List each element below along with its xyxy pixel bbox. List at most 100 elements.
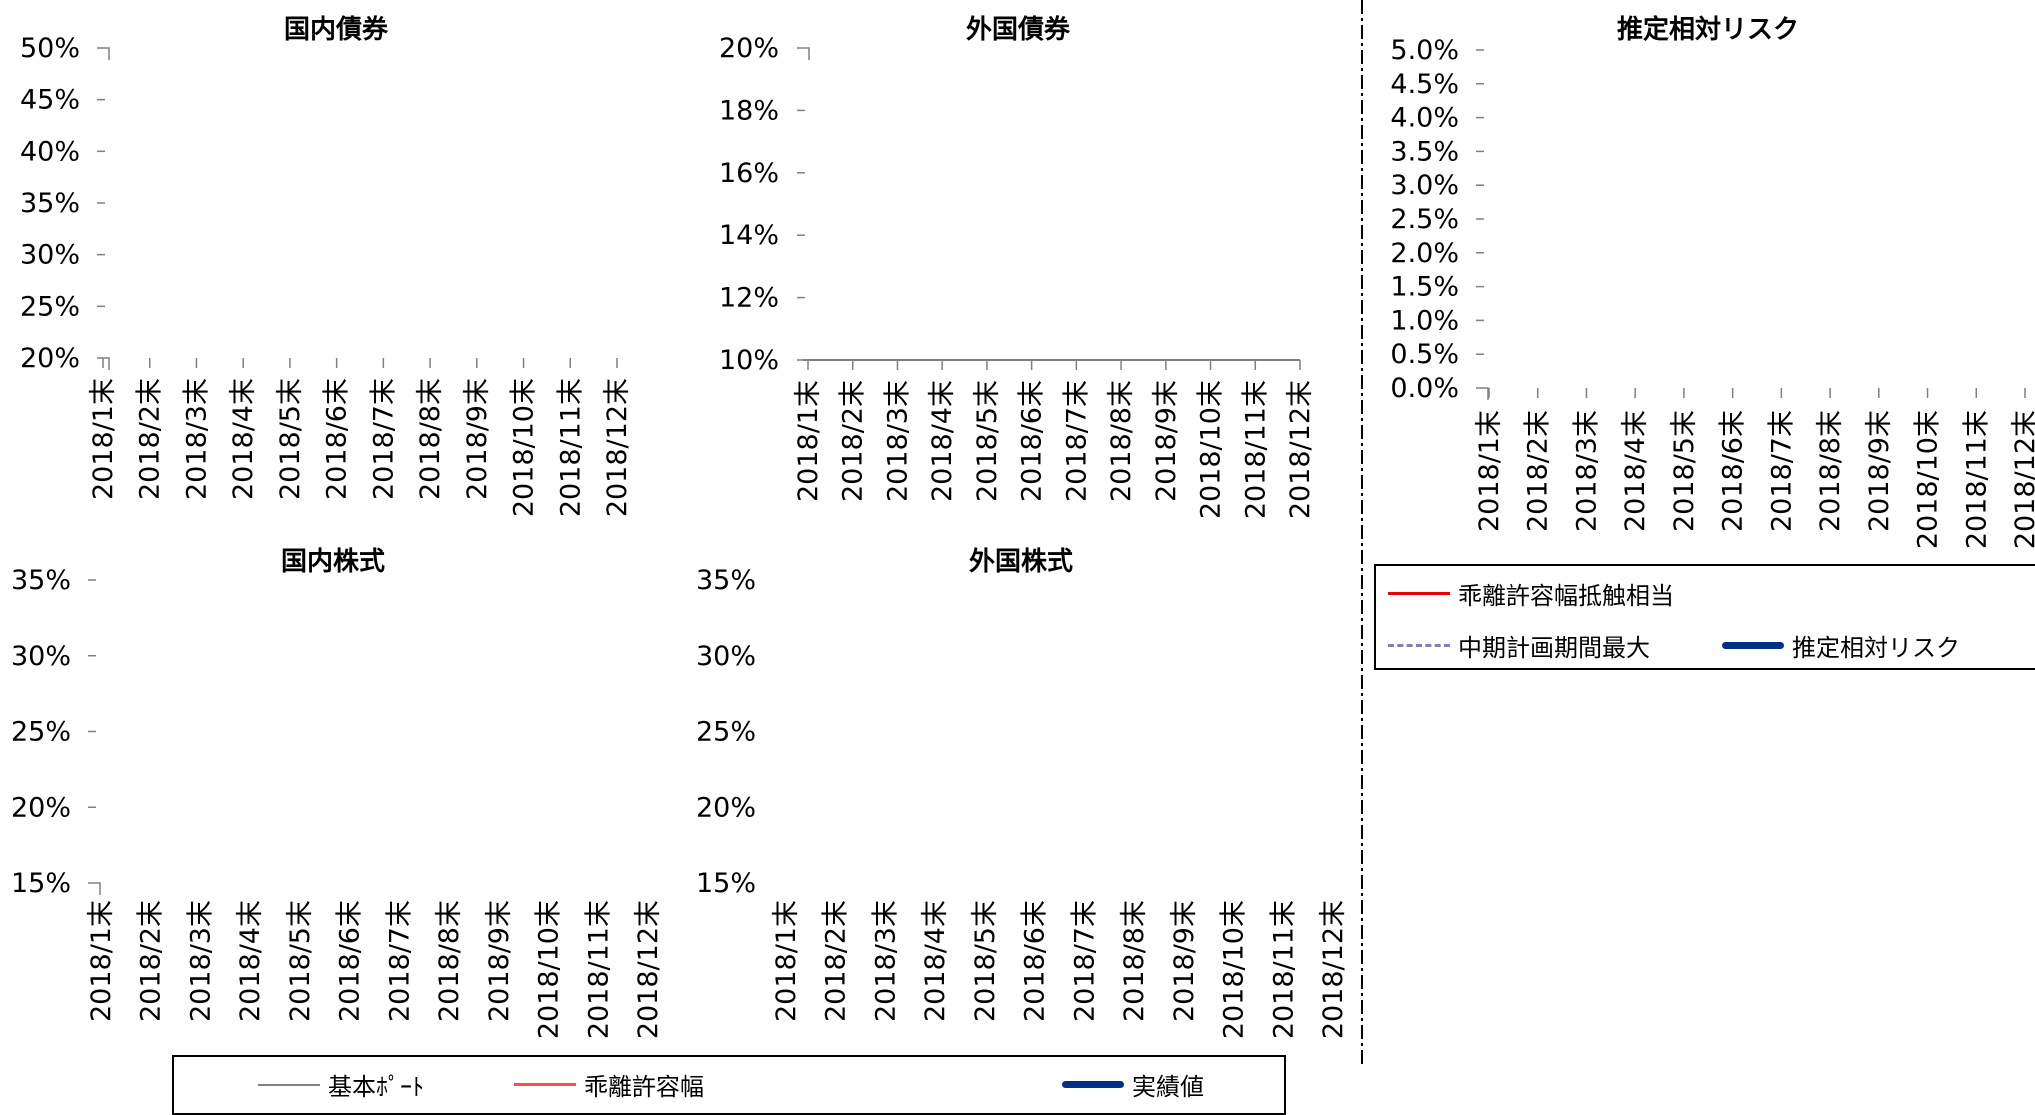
- y-tick-label: 30%: [20, 240, 80, 271]
- y-tick-label: 2.5%: [1390, 204, 1459, 235]
- legend-item-actual: 実績値: [1062, 1067, 1204, 1102]
- x-tick-label: 2018/1末: [1474, 410, 1505, 532]
- x-tick-label: 2018/11末: [583, 900, 614, 1039]
- y-tick-label: 35%: [20, 188, 80, 219]
- x-tick-label: 2018/3末: [870, 900, 901, 1022]
- x-tick-label: 2018/1末: [793, 380, 824, 502]
- x-tick-label: 2018/9末: [1864, 410, 1895, 532]
- y-tick-label: 15%: [11, 868, 71, 899]
- x-tick-label: 2018/11末: [1961, 410, 1992, 549]
- legend-swatch-tolerance: [514, 1083, 576, 1086]
- y-tick-label: 25%: [11, 717, 71, 748]
- x-tick-label: 2018/8末: [434, 900, 465, 1022]
- chart-title: 外国株式: [969, 547, 1073, 577]
- x-tick-label: 2018/6末: [335, 900, 366, 1022]
- legend-item-relative-risk: 推定相対リスク: [1722, 628, 1960, 663]
- x-tick-label: 2018/10末: [1196, 380, 1227, 519]
- legend-label-actual: 実績値: [1132, 1073, 1204, 1101]
- x-tick-label: 2018/1末: [88, 378, 119, 500]
- x-tick-label: 2018/5末: [970, 900, 1001, 1022]
- x-tick-label: 2018/8末: [1815, 410, 1846, 532]
- y-tick-label: 0.0%: [1390, 373, 1459, 404]
- y-tick-label: 4.0%: [1390, 103, 1459, 134]
- y-tick-label: 16%: [719, 158, 779, 189]
- x-tick-label: 2018/4末: [927, 380, 958, 502]
- y-tick-label: 25%: [20, 291, 80, 322]
- y-tick-label: 1.5%: [1390, 272, 1459, 303]
- x-tick-label: 2018/5末: [275, 378, 306, 500]
- x-tick-label: 2018/10末: [534, 900, 565, 1039]
- legend-swatch-breach: [1388, 592, 1450, 595]
- x-tick-label: 2018/12末: [1285, 380, 1316, 519]
- y-tick-label: 35%: [696, 565, 756, 596]
- x-tick-label: 2018/7末: [1766, 410, 1797, 532]
- x-tick-label: 2018/9末: [484, 900, 515, 1022]
- y-tick-label: 20%: [20, 343, 80, 374]
- x-tick-label: 2018/1末: [86, 900, 117, 1022]
- legend-right: 乖離許容幅抵触相当 中期計画期間最大 推定相対リスク: [1374, 564, 2035, 670]
- y-tick-label: 35%: [11, 565, 71, 596]
- legend-swatch-actual: [1062, 1081, 1124, 1088]
- x-tick-label: 2018/12末: [602, 378, 633, 517]
- x-tick-label: 2018/5末: [972, 380, 1003, 502]
- y-tick-label: 4.5%: [1390, 69, 1459, 100]
- x-tick-label: 2018/7末: [1069, 900, 1100, 1022]
- y-tick-label: 50%: [20, 33, 80, 64]
- y-tick-label: 20%: [11, 792, 71, 823]
- chart-panel-5: 外国株式 35% 30% 25% 20% 15% 2018/1末 2018/2末 2018/3末…: [696, 547, 1349, 1039]
- y-tick-label: 30%: [696, 641, 756, 672]
- x-tick-label: 2018/12末: [2010, 410, 2035, 549]
- chart-title: 国内債券: [284, 15, 389, 45]
- y-tick-label: 40%: [20, 136, 80, 167]
- y-tick-mark: [88, 882, 101, 895]
- x-tick-label: 2018/9末: [1151, 380, 1182, 502]
- legend-label-tolerance: 乖離許容幅: [584, 1073, 704, 1101]
- legend-swatch-base: [258, 1083, 320, 1086]
- y-tick-label: 3.0%: [1390, 170, 1459, 201]
- x-tick-label: 2018/5末: [1669, 410, 1700, 532]
- x-tick-label: 2018/11末: [1240, 380, 1271, 519]
- y-tick-label: 14%: [719, 220, 779, 251]
- x-tick-label: 2018/4末: [1620, 410, 1651, 532]
- y-tick-label: 10%: [719, 345, 779, 376]
- y-tick-label: 2.0%: [1390, 238, 1459, 269]
- y-tick-label: 15%: [696, 868, 756, 899]
- y-tick-label: 20%: [696, 792, 756, 823]
- x-tick-label: 2018/5末: [285, 900, 316, 1022]
- chart-title: 国内株式: [281, 547, 385, 577]
- legend-label-plan-max: 中期計画期間最大: [1458, 634, 1650, 662]
- x-tick-label: 2018/3末: [882, 380, 913, 502]
- x-tick-label: 2018/4末: [228, 378, 259, 500]
- x-tick-label: 2018/8末: [415, 378, 446, 500]
- x-tick-label: 2018/6末: [322, 378, 353, 500]
- y-tick-label: 3.5%: [1390, 136, 1459, 167]
- y-tick-label: 45%: [20, 85, 80, 116]
- x-tick-label: 2018/10末: [1913, 410, 1944, 549]
- y-tick-label: 12%: [719, 283, 779, 314]
- x-tick-label: 2018/2末: [838, 380, 869, 502]
- y-tick-label: 20%: [719, 33, 779, 64]
- y-tick-label: 0.5%: [1390, 339, 1459, 370]
- y-tick-mark: [1476, 387, 1489, 400]
- x-tick-label: 2018/12末: [1318, 900, 1349, 1039]
- x-tick-label: 2018/7末: [1061, 380, 1092, 502]
- x-tick-label: 2018/9末: [462, 378, 493, 500]
- x-tick-label: 2018/7末: [368, 378, 399, 500]
- legend-swatch-relative-risk: [1722, 642, 1784, 649]
- legend-label-base: 基本ﾎﾟｰﾄ: [328, 1073, 424, 1101]
- x-tick-label: 2018/1末: [771, 900, 802, 1022]
- chart-panel-2: 外国債券 20% 18% 16% 14% 12% 10% 2018/1末 2018/2末 2018…: [719, 15, 1316, 519]
- x-tick-label: 2018/8末: [1119, 900, 1150, 1022]
- y-tick-label: 25%: [696, 717, 756, 748]
- x-tick-label: 2018/2末: [1523, 410, 1554, 532]
- y-tick-label: 1.0%: [1390, 305, 1459, 336]
- x-tick-label: 2018/4末: [920, 900, 951, 1022]
- x-tick-label: 2018/2末: [136, 900, 167, 1022]
- x-tick-label: 2018/7末: [384, 900, 415, 1022]
- legend-item-breach: 乖離許容幅抵触相当: [1388, 576, 1674, 611]
- chart-panel-1: 国内債券 50% 45% 40% 35% 30% 25% 20% 2018/1末 2018/2末 2…: [20, 15, 633, 517]
- y-tick-mark: [97, 357, 110, 370]
- x-tick-label: 2018/3末: [185, 900, 216, 1022]
- x-tick-label: 2018/4末: [235, 900, 266, 1022]
